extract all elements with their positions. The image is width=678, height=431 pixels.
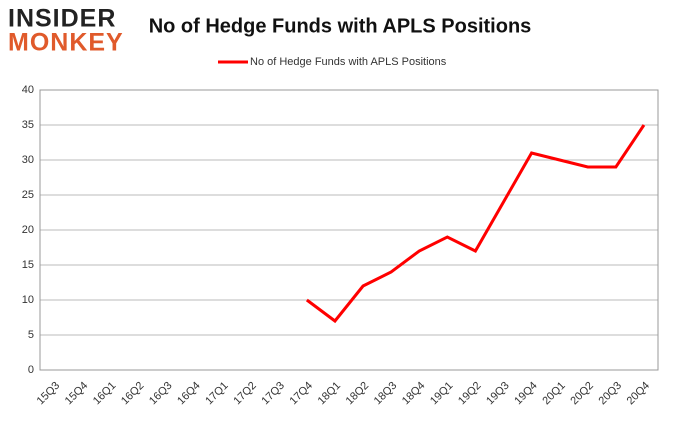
y-tick-label: 40 bbox=[22, 84, 34, 96]
x-tick-label: 19Q4 bbox=[512, 380, 540, 408]
y-tick-label: 25 bbox=[22, 189, 34, 201]
y-tick-label: 15 bbox=[22, 259, 34, 271]
y-tick-label: 0 bbox=[28, 364, 34, 376]
x-tick-label: 16Q2 bbox=[119, 380, 147, 408]
x-tick-label: 18Q3 bbox=[372, 380, 400, 408]
x-tick-label: 19Q1 bbox=[428, 380, 456, 408]
x-tick-label: 19Q3 bbox=[484, 380, 512, 408]
y-tick-label: 10 bbox=[22, 294, 34, 306]
logo-line1: INSIDER bbox=[8, 5, 116, 33]
x-tick-label: 19Q2 bbox=[456, 380, 484, 408]
x-tick-label: 17Q4 bbox=[288, 380, 316, 408]
legend-label: No of Hedge Funds with APLS Positions bbox=[250, 56, 447, 68]
x-tick-label: 18Q1 bbox=[316, 380, 344, 408]
x-tick-label: 17Q1 bbox=[203, 380, 231, 408]
series-line bbox=[305, 124, 646, 324]
x-tick-label: 15Q4 bbox=[63, 380, 91, 408]
x-tick-label: 17Q2 bbox=[231, 380, 259, 408]
x-tick-label: 20Q1 bbox=[540, 380, 568, 408]
x-tick-label: 16Q1 bbox=[91, 380, 119, 408]
x-tick-label: 20Q4 bbox=[625, 380, 653, 408]
y-tick-label: 35 bbox=[22, 119, 34, 131]
x-tick-label: 18Q4 bbox=[400, 380, 428, 408]
y-tick-label: 20 bbox=[22, 224, 34, 236]
x-tick-label: 15Q3 bbox=[35, 380, 63, 408]
x-tick-label: 17Q3 bbox=[259, 380, 287, 408]
x-tick-label: 20Q3 bbox=[597, 380, 625, 408]
chart-title: No of Hedge Funds with APLS Positions bbox=[149, 15, 532, 37]
plot-border bbox=[39, 89, 659, 371]
logo-line2: MONKEY bbox=[8, 29, 124, 57]
y-tick-label: 30 bbox=[22, 154, 34, 166]
y-tick-label: 5 bbox=[28, 329, 34, 341]
x-tick-label: 16Q4 bbox=[175, 380, 203, 408]
x-tick-label: 18Q2 bbox=[344, 380, 372, 408]
x-tick-label: 16Q3 bbox=[147, 380, 175, 408]
x-tick-label: 20Q2 bbox=[568, 380, 596, 408]
